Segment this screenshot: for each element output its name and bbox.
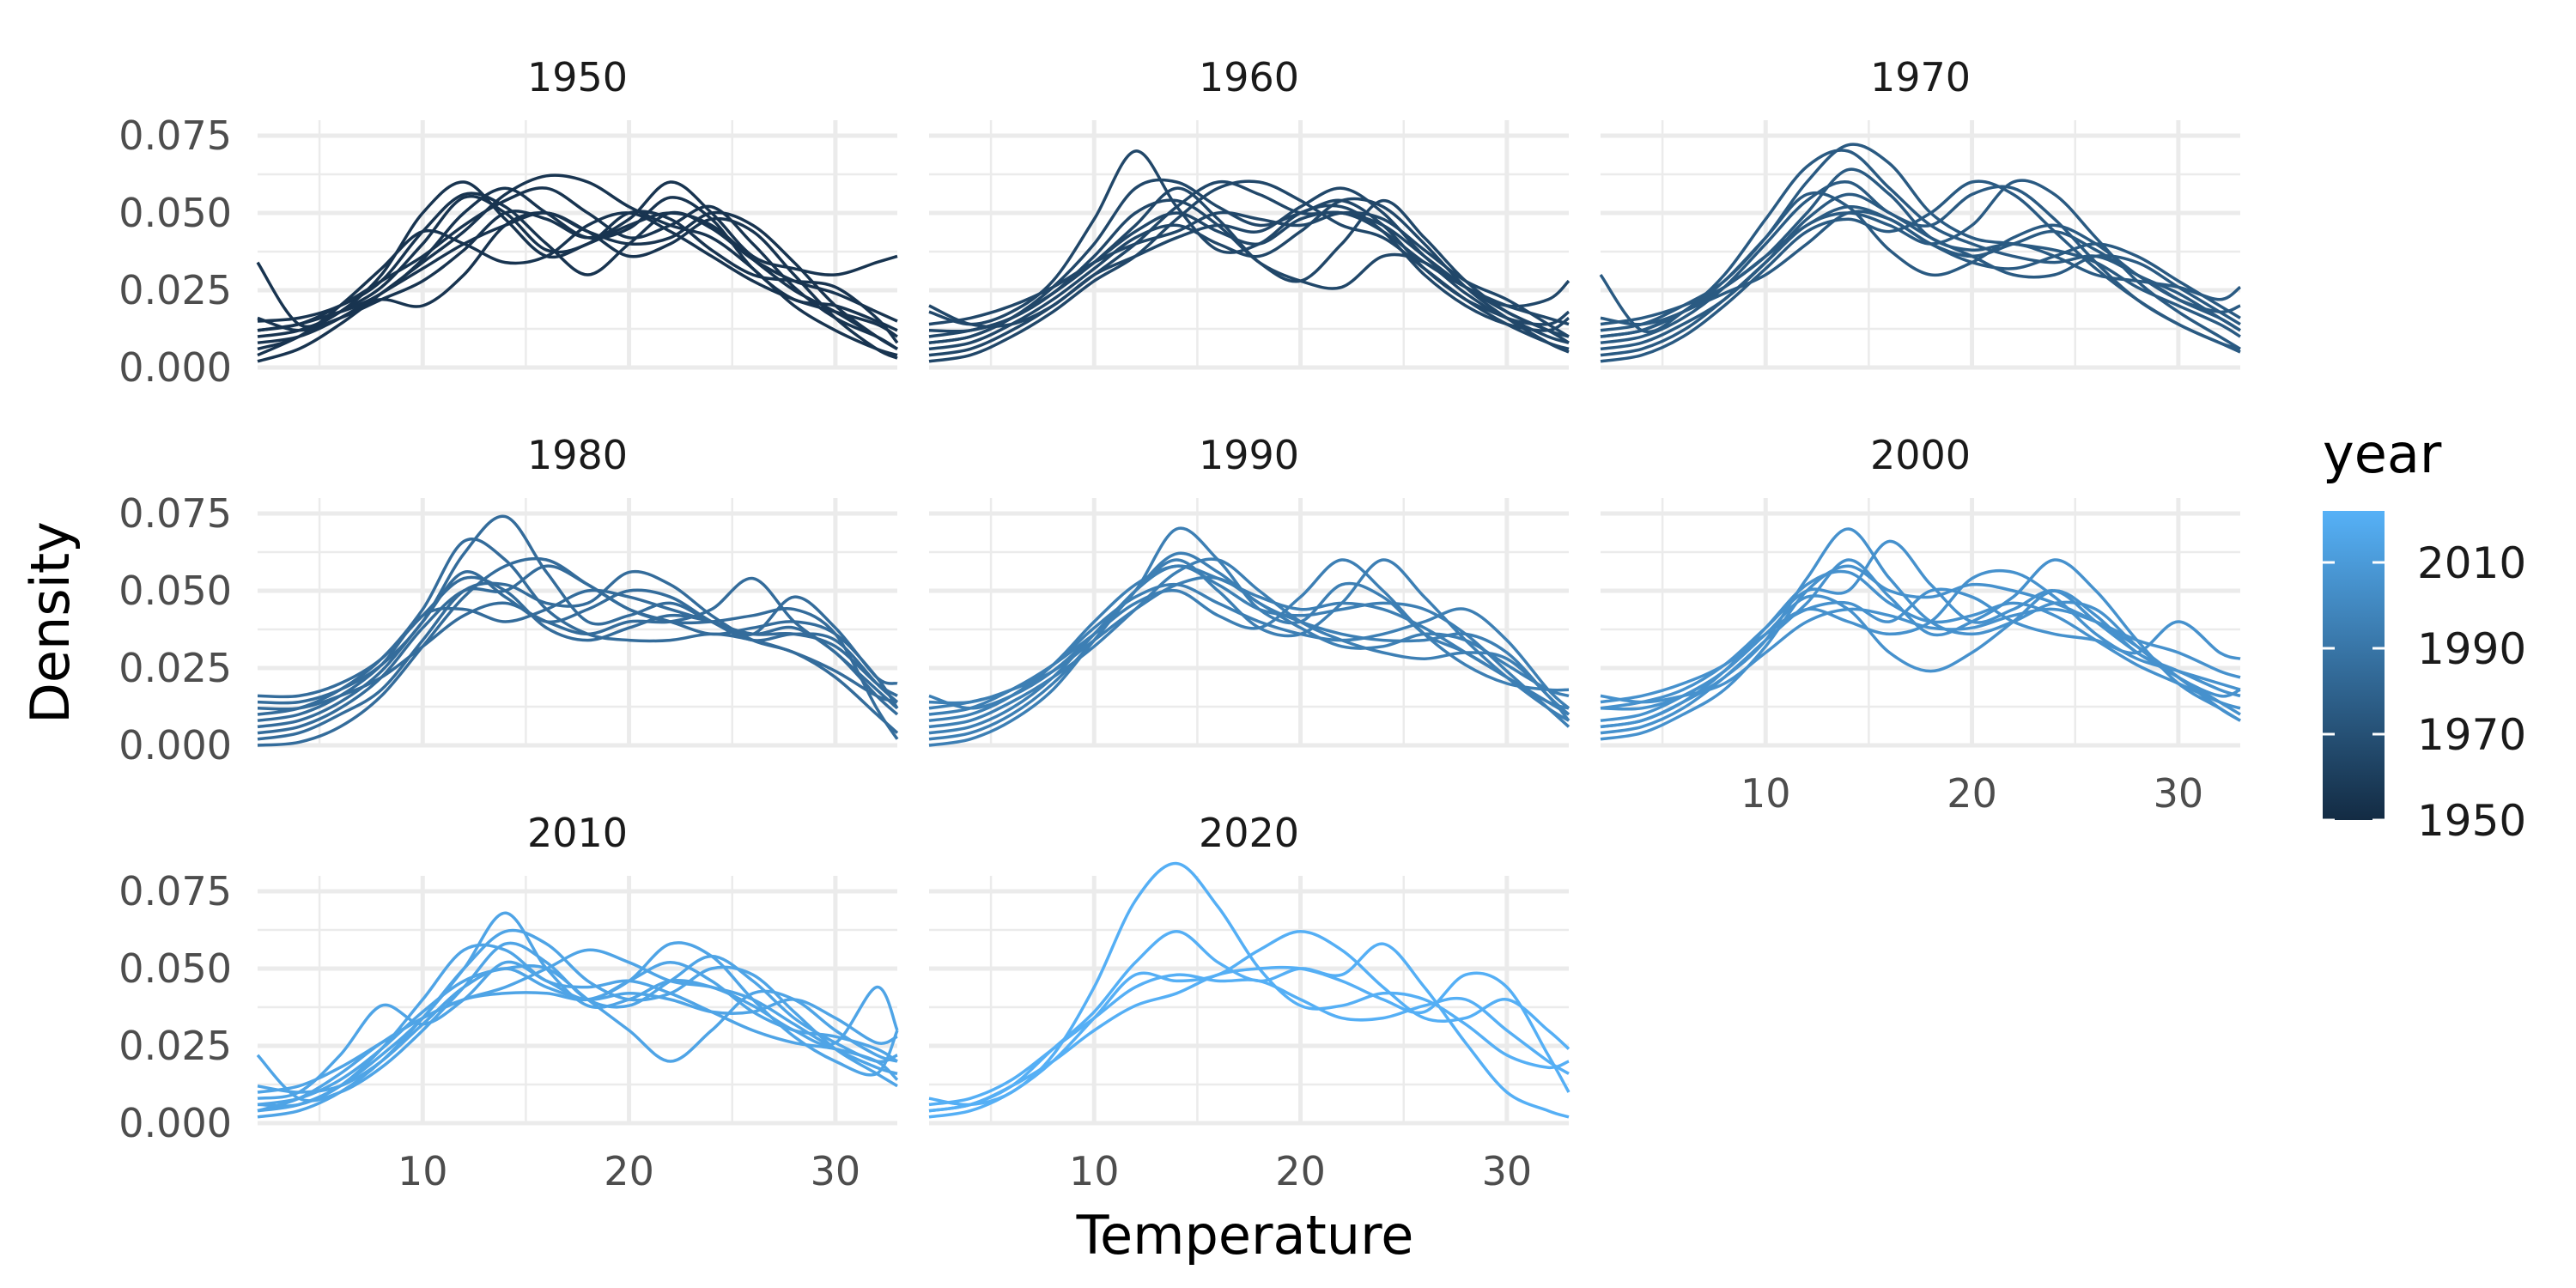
x-tick-label: 10: [1741, 770, 1791, 817]
facet-title: 1960: [1199, 54, 1299, 100]
density-curve: [928, 557, 1571, 729]
x-tick-label: 20: [1947, 770, 1997, 817]
density-curve: [928, 973, 1570, 1107]
facet-title: 1970: [1870, 54, 1971, 100]
density-curve: [928, 930, 1571, 1119]
legend-label: 1950: [2417, 796, 2526, 846]
facet-panel-1950: 1950 0.000 0.025 0.050 0.075: [118, 54, 899, 391]
y-tick-label: 0.025: [118, 267, 232, 313]
y-axis-title: Density: [19, 521, 82, 724]
x-axis-title: Temperature: [1076, 1204, 1414, 1267]
density-curve: [1600, 179, 2241, 363]
density-curve: [928, 210, 1570, 344]
density-curve: [257, 556, 899, 747]
facet-title: 2000: [1870, 432, 1971, 478]
y-tick-label: 0.000: [118, 344, 232, 391]
x-tick-label: 20: [604, 1148, 654, 1194]
density-curve: [928, 575, 1570, 705]
legend-label: 1990: [2417, 624, 2526, 674]
density-curve: [928, 197, 1570, 354]
legend-label: 2010: [2417, 538, 2526, 588]
x-tick-label: 30: [1482, 1148, 1533, 1194]
x-tick-label: 10: [1069, 1148, 1120, 1194]
y-tick-label: 0.050: [118, 190, 232, 236]
density-curve: [257, 538, 898, 716]
x-tick-label: 10: [398, 1148, 448, 1194]
y-tick-label: 0.075: [118, 490, 232, 537]
y-tick-label: 0.050: [118, 568, 232, 614]
density-curve: [257, 588, 899, 722]
facet-title: 2020: [1199, 810, 1299, 856]
density-curve: [928, 965, 1571, 1113]
density-curve: [928, 179, 1570, 363]
density-curve: [257, 967, 898, 1094]
density-curve: [928, 861, 1570, 1107]
facet-panel-2010: 2010 0.000 0.025 0.050 0.075 10 20 30: [118, 810, 899, 1194]
density-curve: [1600, 167, 2242, 326]
density-curve: [1600, 587, 2241, 704]
density-curve: [928, 558, 1570, 716]
density-curve: [257, 943, 899, 1108]
y-tick-label: 0.025: [118, 645, 232, 691]
density-curve: [1600, 210, 2241, 338]
facet-title: 2010: [527, 810, 628, 856]
facet-title: 1950: [527, 54, 628, 100]
legend: year 2010 1990 1970 1950: [2323, 422, 2526, 846]
y-tick-label: 0.050: [118, 945, 232, 992]
density-curve: [257, 186, 898, 350]
facet-panel-1960: 1960: [928, 54, 1571, 370]
axes: Temperature Density: [19, 521, 1413, 1267]
density-curve: [1600, 607, 2241, 704]
colorbar: [2323, 511, 2385, 820]
facet-panel-1970: 1970: [1599, 54, 2242, 370]
facet-panel-2020: 2020 10 20 30: [928, 810, 1571, 1194]
facet-panel-1990: 1990: [928, 432, 1571, 748]
x-tick-label: 20: [1275, 1148, 1326, 1194]
y-tick-label: 0.075: [118, 868, 232, 914]
facet-title: 1980: [527, 432, 628, 478]
density-curve: [928, 210, 1570, 338]
y-tick-label: 0.000: [118, 1100, 232, 1146]
legend-label: 1970: [2417, 710, 2526, 760]
x-tick-label: 30: [811, 1148, 861, 1194]
y-tick-label: 0.000: [118, 722, 232, 769]
y-tick-label: 0.025: [118, 1023, 232, 1069]
y-tick-label: 0.075: [118, 112, 232, 159]
facet-panel-2000: 2000 10 20 30: [1600, 432, 2241, 817]
facet-title: 1990: [1199, 432, 1299, 478]
density-curve: [257, 911, 899, 1113]
facet-panel-1980: 1980 0.000 0.025 0.050 0.075: [118, 432, 899, 769]
x-tick-label: 30: [2154, 770, 2204, 817]
facet-panels: 1950 0.000 0.025 0.050 0.075 1960 1970 1980 0.00…: [118, 54, 2242, 1194]
density-curve: [257, 211, 898, 360]
density-curve: [257, 211, 898, 351]
legend-title: year: [2323, 422, 2442, 485]
density-curve: [1600, 569, 2241, 729]
density-curve: [1600, 564, 2241, 741]
